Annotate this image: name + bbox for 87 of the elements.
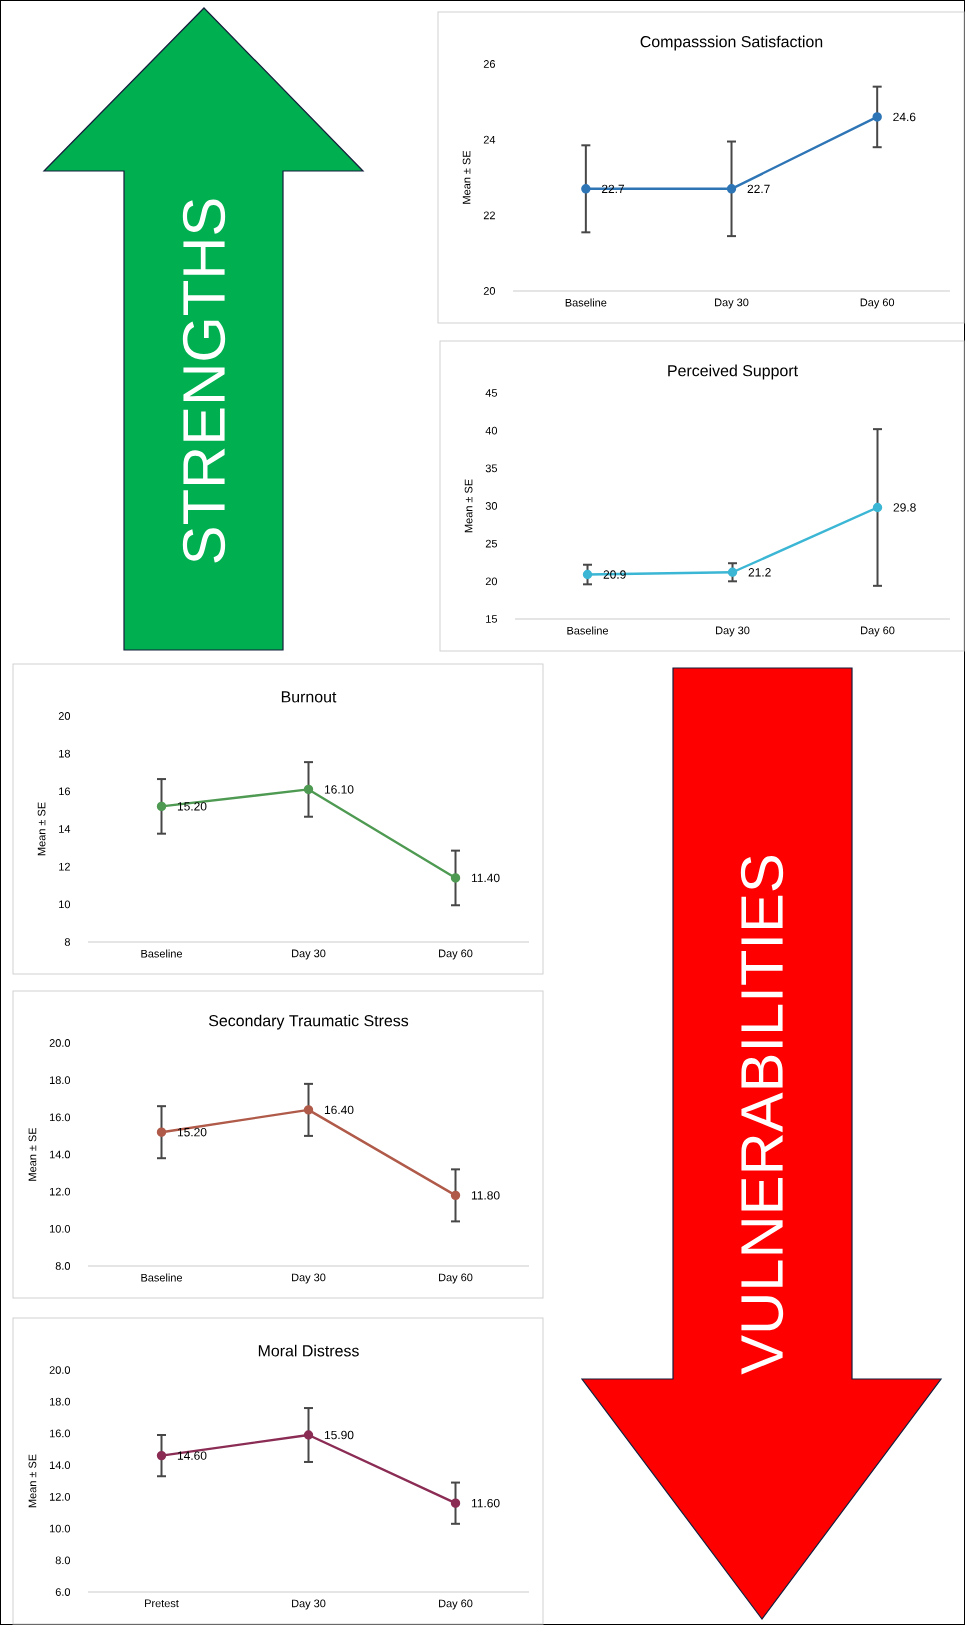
y-tick-label: 45: [485, 389, 498, 397]
data-label: 29.8: [893, 503, 916, 512]
point: [156, 1450, 167, 1461]
data-label: 22.7: [747, 184, 770, 193]
y-tick-label: 14.0: [49, 1150, 71, 1159]
text: VULNERABILITIES: [740, 855, 784, 1375]
data-label: 11.80: [471, 1191, 500, 1200]
x-tick-label: Baseline: [141, 1273, 183, 1282]
x-tick-label: Baseline: [141, 949, 183, 958]
y-tick-label: 16.0: [49, 1429, 71, 1438]
text: STRENGTHS: [182, 199, 226, 563]
data-label: 11.40: [471, 873, 500, 883]
x-tick-label: Day 60: [439, 949, 473, 960]
point: [450, 1190, 461, 1201]
data-label: 11.60: [471, 1498, 500, 1508]
point: [450, 873, 461, 883]
y-tick-label: 8.0: [55, 1556, 71, 1565]
data-label: 20.9: [603, 570, 626, 579]
y-tick-label: 12.0: [49, 1187, 71, 1196]
data-label: 15.90: [324, 1430, 354, 1440]
point: [582, 569, 593, 580]
y-tick-label: 6.0: [55, 1588, 71, 1596]
y-axis-title: Mean ± SE: [464, 479, 473, 533]
y-tick-label: 20: [485, 577, 498, 586]
point: [872, 502, 883, 513]
y-tick-label: 30: [485, 502, 498, 510]
x-tick-label: Baseline: [567, 626, 609, 635]
y-tick-label: 8: [64, 938, 70, 946]
point: [156, 1127, 167, 1137]
y-tick-label: 18.0: [49, 1397, 71, 1406]
y-tick-label: 14: [59, 825, 71, 833]
y-tick-label: 35: [485, 464, 498, 473]
chart-title: Secondary Traumatic Stress: [208, 1014, 409, 1030]
y-tick-label: 15: [486, 615, 498, 623]
data-label: 16.40: [324, 1105, 354, 1115]
y-axis-title: Mean ± SE: [28, 1127, 37, 1181]
point: [727, 567, 738, 577]
x-tick-label: Day 30: [292, 1599, 326, 1610]
point: [303, 1430, 314, 1440]
data-label: 21.2: [748, 568, 771, 577]
data-label: 24.6: [893, 112, 916, 122]
y-tick-label: 14.0: [49, 1461, 71, 1470]
y-tick-label: 20.0: [49, 1366, 71, 1374]
y-tick-label: 18.0: [49, 1076, 71, 1085]
x-tick-label: Day 30: [292, 1273, 326, 1284]
x-tick-label: Day 30: [715, 298, 749, 309]
chart-title: Compasssion Satisfaction: [640, 35, 823, 51]
y-tick-label: 8.0: [55, 1262, 71, 1270]
y-tick-label: 25: [485, 539, 498, 548]
y-tick-label: 16.0: [49, 1113, 71, 1122]
y-tick-label: 16: [59, 787, 70, 796]
data-label: 22.7: [601, 184, 625, 193]
y-tick-label: 20.0: [49, 1039, 71, 1047]
point: [303, 784, 314, 795]
point: [156, 801, 167, 812]
y-tick-label: 10.0: [49, 1224, 71, 1233]
x-tick-label: Day 30: [292, 949, 326, 960]
y-tick-label: 12.0: [49, 1492, 71, 1501]
point: [303, 1105, 314, 1115]
data-label: 14.60: [177, 1451, 207, 1460]
y-axis-title: Mean ± SE: [462, 150, 471, 204]
data-label: 16.10: [324, 785, 354, 794]
y-tick-label: 18: [59, 749, 70, 758]
x-tick-label: Pretest: [145, 1599, 179, 1608]
data-label: 15.20: [177, 1127, 207, 1137]
y-tick-label: 10: [59, 900, 71, 909]
y-tick-label: 20: [483, 287, 496, 295]
point: [450, 1498, 461, 1508]
y-axis-title: Mean ± SE: [28, 1454, 37, 1508]
chart-title: Burnout: [281, 691, 337, 703]
data-label: 15.20: [177, 802, 207, 811]
x-tick-label: Day 60: [861, 626, 895, 637]
y-tick-label: 12: [59, 862, 70, 871]
x-tick-label: Day 30: [716, 626, 750, 637]
y-tick-label: 24: [483, 135, 496, 144]
x-tick-label: Day 60: [439, 1273, 473, 1284]
y-tick-label: 22: [483, 211, 495, 220]
y-tick-label: 26: [483, 60, 495, 68]
x-tick-label: Day 60: [860, 298, 895, 309]
y-tick-label: 10.0: [49, 1524, 71, 1533]
x-tick-label: Day 60: [439, 1599, 473, 1610]
chart-title: Perceived Support: [668, 364, 798, 380]
x-tick-label: Baseline: [565, 298, 607, 307]
y-tick-label: 20: [58, 712, 71, 720]
chart-title: Moral Distress: [258, 1344, 359, 1357]
y-axis-title: Mean ± SE: [37, 802, 46, 856]
y-tick-label: 40: [485, 426, 498, 435]
